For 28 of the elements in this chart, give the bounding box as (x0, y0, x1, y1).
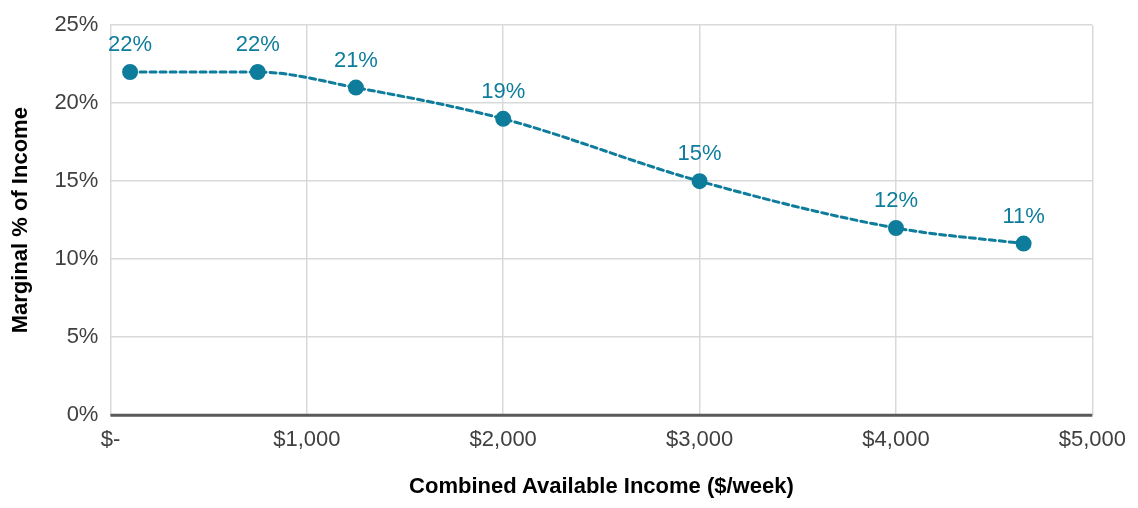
y-tick-label: 5% (66, 323, 99, 349)
data-label: 12% (873, 187, 918, 213)
point (495, 110, 512, 127)
x-tick-label: $1,000 (273, 426, 341, 452)
y-tick-label: 0% (66, 401, 99, 427)
data-label: 19% (481, 77, 526, 103)
x-tick-label: $4,000 (862, 426, 930, 452)
y-tick-label: 10% (54, 245, 99, 271)
point (1015, 235, 1032, 252)
x-tick-label: $5,000 (1058, 426, 1126, 452)
point (249, 64, 266, 80)
y-tick-label: 20% (54, 89, 99, 115)
point (347, 79, 364, 96)
y-axis-title: Marginal % of Income (7, 107, 33, 334)
point (122, 64, 139, 80)
data-label: 21% (333, 46, 378, 72)
y-tick-label: 25% (54, 11, 99, 37)
data-label: 22% (235, 31, 280, 57)
x-tick-label: $- (100, 426, 121, 452)
data-label: 15% (677, 140, 722, 166)
data-label: 22% (108, 31, 153, 57)
point (887, 220, 904, 236)
point (691, 173, 708, 190)
y-tick-label: 15% (54, 167, 99, 193)
x-tick-label: $3,000 (665, 426, 734, 452)
x-axis-title: Combined Available Income ($/week) (409, 472, 794, 498)
data-label: 11% (1002, 202, 1045, 228)
x-tick-label: $2,000 (469, 426, 537, 452)
